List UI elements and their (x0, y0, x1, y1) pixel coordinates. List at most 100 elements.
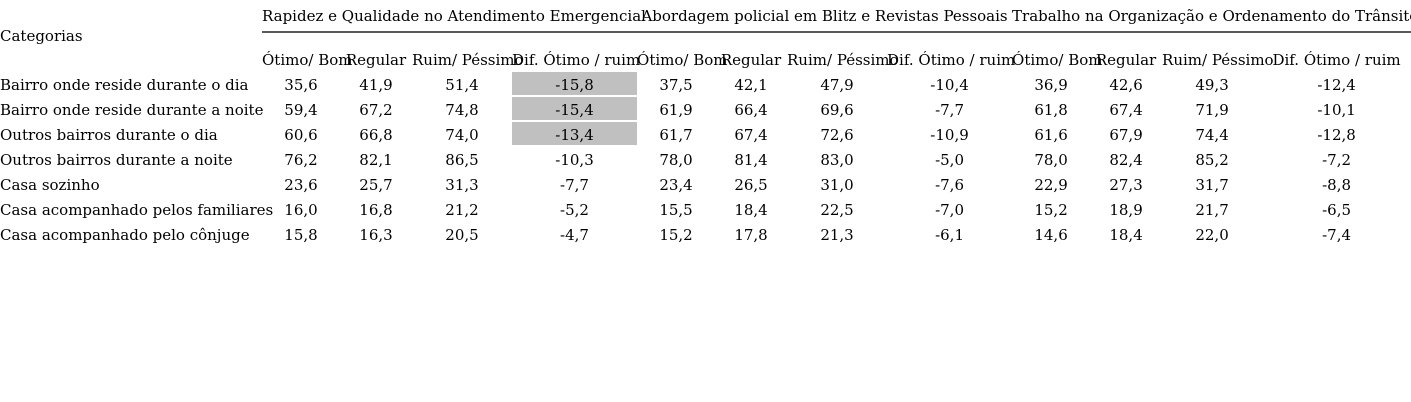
subheader-dif: Dif. Ótimo / ruim (1272, 51, 1401, 69)
cell: -6,1 (935, 225, 964, 244)
cell: 31,3 (445, 175, 479, 194)
cell: 66,8 (359, 125, 393, 144)
cell: -7,2 (1322, 150, 1352, 169)
cell: 61,8 (1034, 100, 1068, 119)
cell: 36,9 (1034, 75, 1068, 94)
table-row: Casa acompanhado pelos familiares 16,0 1… (0, 197, 1411, 222)
cell: -5,2 (560, 200, 589, 219)
row-label: Casa sozinho (0, 175, 100, 194)
cell: -12,8 (1317, 125, 1356, 144)
cell-highlighted: -15,8 (512, 72, 638, 97)
cell: 23,4 (659, 175, 693, 194)
cell: 17,8 (734, 225, 768, 244)
cell: 61,9 (659, 100, 693, 119)
cell: -12,4 (1317, 75, 1356, 94)
cell: 85,2 (1195, 150, 1229, 169)
subheader-regular: Regular (1095, 51, 1157, 69)
cell: 78,0 (1034, 150, 1068, 169)
subheader-ruim-pessimo: Ruim/ Péssimo (412, 51, 524, 69)
cell: 16,3 (359, 225, 393, 244)
cell: 31,0 (820, 175, 854, 194)
cell: 67,9 (1109, 125, 1143, 144)
cell: 61,7 (659, 125, 693, 144)
cell: 18,4 (734, 200, 768, 219)
cell: 23,6 (284, 175, 318, 194)
cell: 71,9 (1195, 100, 1229, 119)
row-label: Casa acompanhado pelo cônjuge (0, 225, 250, 244)
cell: 16,0 (284, 200, 318, 219)
cell: -7,7 (935, 100, 964, 119)
cell: 78,0 (659, 150, 693, 169)
group-header-row: Categorias Rapidez e Qualidade no Atendi… (0, 0, 1411, 45)
cell: 47,9 (820, 75, 854, 94)
table-row: Bairro onde reside durante a noite 59,4 … (0, 97, 1411, 122)
cell: 37,5 (659, 75, 693, 94)
group-header-blitz: Abordagem policial em Blitz e Revistas P… (637, 0, 1013, 33)
cell: 15,8 (284, 225, 318, 244)
row-label: Bairro onde reside durante o dia (0, 75, 249, 94)
cell: 15,5 (659, 200, 693, 219)
evaluation-table: Categorias Rapidez e Qualidade no Atendi… (0, 0, 1411, 247)
subheader-dif: Dif. Ótimo / ruim (887, 51, 1016, 69)
cell: 60,6 (284, 125, 318, 144)
subheader-ruim-pessimo: Ruim/ Péssimo (1162, 51, 1274, 69)
cell: 74,4 (1195, 125, 1229, 144)
cell: 22,0 (1195, 225, 1229, 244)
cell: 74,8 (445, 100, 479, 119)
cell: 72,6 (820, 125, 854, 144)
row-label: Casa acompanhado pelos familiares (0, 200, 274, 219)
cell: -6,5 (1322, 200, 1352, 219)
cell: 21,2 (445, 200, 479, 219)
cell-highlighted: -13,4 (512, 122, 638, 147)
table-row: Outros bairros durante o dia 60,6 66,8 7… (0, 122, 1411, 147)
cell: -4,7 (560, 225, 589, 244)
cell: 82,4 (1109, 150, 1143, 169)
subheader-otimo-bom: Ótimo/ Bom (637, 51, 728, 69)
cell: -10,9 (930, 125, 969, 144)
group-header-transito: Trabalho na Organização e Ordenamento do… (1012, 0, 1411, 33)
cell: 14,6 (1034, 225, 1068, 244)
cell: 49,3 (1195, 75, 1229, 94)
row-label: Outros bairros durante o dia (0, 125, 218, 144)
cell: 67,4 (1109, 100, 1143, 119)
row-label: Bairro onde reside durante a noite (0, 100, 264, 119)
cell: 20,5 (445, 225, 479, 244)
subheader-regular: Regular (345, 51, 407, 69)
cell: 21,3 (820, 225, 854, 244)
cell: 42,1 (734, 75, 768, 94)
cell: 18,4 (1109, 225, 1143, 244)
cell: 31,7 (1195, 175, 1229, 194)
subheader-otimo-bom: Ótimo/ Bom (1012, 51, 1103, 69)
group-header-emergency: Rapidez e Qualidade no Atendimento Emerg… (262, 0, 646, 33)
cell: 83,0 (820, 150, 854, 169)
subheader-ruim-pessimo: Ruim/ Péssimo (787, 51, 899, 69)
cell-highlighted: -15,4 (512, 97, 638, 122)
cell: 41,9 (359, 75, 393, 94)
cell: 25,7 (359, 175, 393, 194)
cell: 27,3 (1109, 175, 1143, 194)
cell: 18,9 (1109, 200, 1143, 219)
cell: -10,3 (555, 150, 594, 169)
cell: 35,6 (284, 75, 318, 94)
cell: 66,4 (734, 100, 768, 119)
cell: 82,1 (359, 150, 393, 169)
subheader-row: Ótimo/ Bom Regular Ruim/ Péssimo Dif. Ót… (0, 32, 1411, 72)
cell: 76,2 (284, 150, 318, 169)
cell: 59,4 (284, 100, 318, 119)
cell: -7,7 (560, 175, 589, 194)
cell: 26,5 (734, 175, 768, 194)
cell: 15,2 (659, 225, 693, 244)
cell: 61,6 (1034, 125, 1068, 144)
categories-header: Categorias (0, 27, 83, 45)
cell: 15,2 (1034, 200, 1068, 219)
table-row: Casa sozinho 23,6 25,7 31,3 -7,7 23,4 26… (0, 172, 1411, 197)
cell: -5,0 (935, 150, 964, 169)
cell: 22,5 (820, 200, 854, 219)
table-row: Casa acompanhado pelo cônjuge 15,8 16,3 … (0, 222, 1411, 247)
cell: 16,8 (359, 200, 393, 219)
subheader-regular: Regular (720, 51, 782, 69)
cell: -7,0 (935, 200, 964, 219)
cell: -10,4 (930, 75, 969, 94)
cell: 86,5 (445, 150, 479, 169)
table-row: Outros bairros durante a noite 76,2 82,1… (0, 147, 1411, 172)
